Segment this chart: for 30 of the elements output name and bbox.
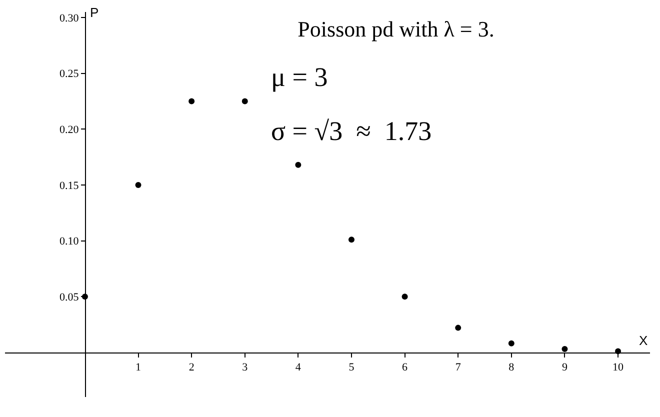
- point: [508, 340, 514, 346]
- x-tick-label: 9: [562, 362, 568, 374]
- y-tick-label: 0.20: [60, 124, 80, 136]
- x-tick-label: 2: [188, 362, 194, 374]
- y-tick-label: 0.25: [60, 68, 80, 80]
- y-axis-title: P: [90, 5, 99, 20]
- x-tick-label: 4: [295, 362, 302, 374]
- x-tick-label: 6: [402, 362, 408, 374]
- x-tick-label: 3: [242, 362, 248, 374]
- point: [348, 236, 354, 243]
- point: [242, 98, 248, 104]
- annotation: σ = √3 ≈ 1.73: [271, 116, 432, 146]
- point: [295, 162, 302, 168]
- x-tick-label: 1: [136, 362, 142, 374]
- y-tick-label: 0.10: [60, 236, 80, 248]
- point: [402, 294, 408, 300]
- x-tick-label: 5: [348, 362, 355, 374]
- point: [562, 346, 568, 352]
- y-tick-label: 0.15: [60, 180, 80, 192]
- point: [188, 98, 195, 104]
- y-tick-label: 0.05: [60, 291, 80, 304]
- x-axis-title: X: [639, 333, 648, 348]
- chart-title: Poisson pd with λ = 3.: [298, 16, 494, 42]
- y-tick-label: 0.30: [60, 12, 80, 24]
- annotation: μ = 3: [271, 62, 328, 92]
- point: [135, 182, 142, 188]
- x-tick-label: 10: [612, 362, 624, 374]
- x-tick-label: 7: [455, 362, 462, 374]
- x-tick-label: 8: [508, 362, 515, 374]
- point: [455, 324, 462, 331]
